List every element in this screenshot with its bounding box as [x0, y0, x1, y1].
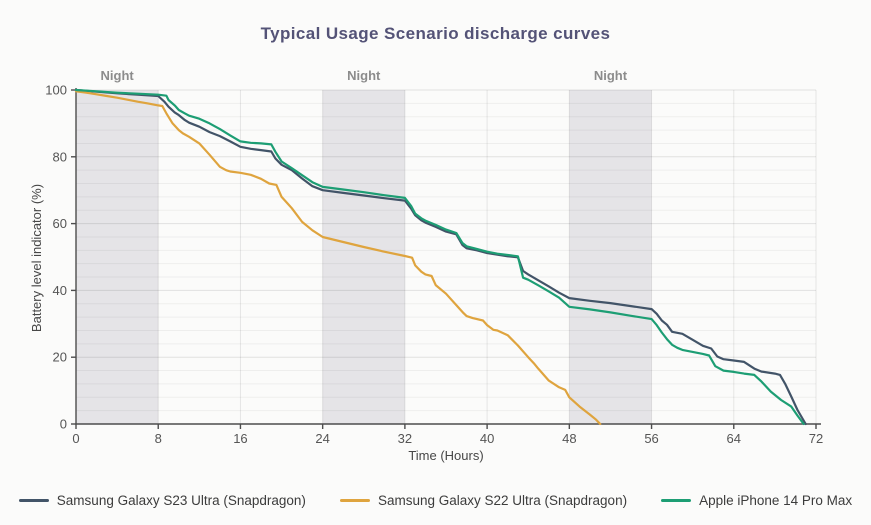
x-tick-label: 56: [644, 431, 658, 446]
x-tick-label: 24: [315, 431, 329, 446]
y-tick-label: 40: [53, 283, 67, 298]
x-tick-label: 64: [727, 431, 741, 446]
legend-item-iphone-14-pro-max[interactable]: Apple iPhone 14 Pro Max: [661, 493, 852, 508]
night-band: [76, 90, 159, 424]
x-tick-label: 72: [809, 431, 823, 446]
x-tick-label: 40: [480, 431, 494, 446]
night-label: Night: [594, 68, 628, 83]
night-band: [322, 90, 405, 424]
chart-title: Typical Usage Scenario discharge curves: [260, 24, 611, 43]
y-axis-label: Battery level indicator (%): [29, 183, 44, 333]
legend-item-s23-ultra[interactable]: Samsung Galaxy S23 Ultra (Snapdragon): [18, 493, 306, 508]
x-tick-label: 0: [72, 431, 79, 446]
y-tick-label: 20: [53, 350, 67, 365]
legend: Samsung Galaxy S23 Ultra (Snapdragon) Sa…: [0, 493, 871, 508]
series-line-3: [74, 88, 805, 426]
series-line-1: [74, 88, 807, 426]
y-tick-label: 0: [60, 417, 67, 432]
night-bands: Night Night Night: [76, 68, 652, 424]
night-label: Night: [347, 68, 381, 83]
night-label: Night: [101, 68, 135, 83]
x-tick-label: 32: [398, 431, 412, 446]
x-axis-label: Time (Hours): [408, 448, 484, 463]
legend-swatch-s23-ultra: [18, 499, 49, 502]
legend-swatch-s22-ultra: [339, 499, 370, 502]
y-tick-label: 80: [53, 149, 67, 164]
axes: 0 20 40 60 80 100 0 8 16 24 32 40 48 56 64 72: [45, 83, 823, 447]
night-band: [569, 90, 652, 424]
x-tick-label: 48: [562, 431, 576, 446]
y-tick-label: 100: [45, 83, 67, 98]
legend-label-s22-ultra: Samsung Galaxy S22 Ultra (Snapdragon): [377, 493, 628, 508]
legend-item-s22-ultra[interactable]: Samsung Galaxy S22 Ultra (Snapdragon): [339, 493, 628, 508]
gridlines: [76, 89, 817, 424]
x-tick-label: 8: [155, 431, 162, 446]
legend-swatch-iphone-14-pro-max: [661, 499, 692, 502]
legend-label-iphone-14-pro-max: Apple iPhone 14 Pro Max: [699, 493, 853, 508]
y-tick-label: 60: [53, 216, 67, 231]
series-line-2: [74, 90, 602, 426]
legend-label-s23-ultra: Samsung Galaxy S23 Ultra (Snapdragon): [56, 493, 306, 508]
x-tick-label: 16: [233, 431, 247, 446]
